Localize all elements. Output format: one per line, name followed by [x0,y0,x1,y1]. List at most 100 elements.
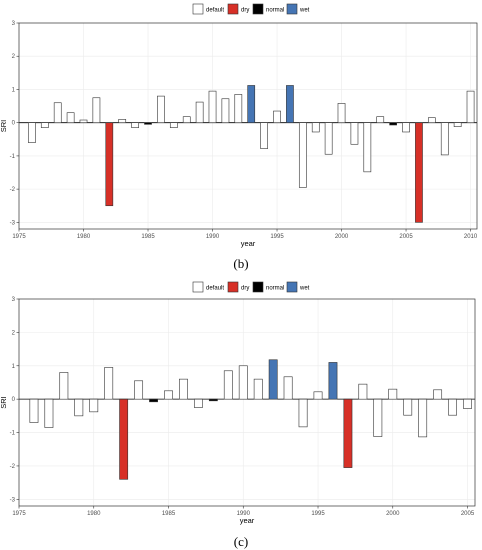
x-tick-label: 1995 [311,511,325,517]
bar-2002 [363,122,372,173]
bar-1995 [273,110,281,123]
bar-1999 [324,122,333,155]
bar-1986 [179,378,188,400]
bar-2001 [403,398,413,416]
bar-1976 [28,122,36,143]
y-tick-label: 0 [12,121,16,127]
bar-1987 [193,398,203,408]
panel-label-b: (b) [233,256,248,271]
bar-2006 [415,122,423,223]
legend-key-default [192,3,204,15]
bar-1990 [238,365,248,400]
legend: default dry normal wet [192,281,310,293]
y-tick-label: 0 [12,397,16,403]
x-tick-label: 1990 [237,511,251,517]
bar-1997 [343,398,353,468]
bar-1988 [182,116,191,123]
bar-1992 [268,359,278,400]
y-tick-label: -1 [10,431,16,437]
legend-key-normal [252,281,264,293]
legend-label-default: default [206,8,224,14]
bar-2002 [418,398,428,438]
y-tick-label: 3 [12,21,16,27]
x-tick-label: 1980 [87,511,101,517]
bar-1987 [169,122,178,128]
bar-1982 [119,398,129,480]
bar-1977 [40,122,49,128]
bar-1979 [74,398,84,417]
bar-1979 [66,112,75,123]
bar-1977 [44,398,54,428]
bar-2009 [453,122,462,127]
legend-label-wet: wet [299,286,310,292]
y-tick-label: -3 [10,497,16,503]
bar-1981 [104,367,114,400]
y-tick-label: -2 [10,464,16,470]
legend-key-dry [227,281,239,293]
bar-1995 [313,391,323,400]
bar-1998 [311,122,320,133]
legend-key-dry [227,3,239,15]
bar-2001 [350,122,359,145]
legend-label-normal: normal [266,286,284,292]
legend-key-wet [286,3,298,15]
x-tick-label: 2010 [464,234,478,240]
y-tick-label: 1 [12,364,16,370]
legend-key-normal [252,3,264,15]
chart-panel-c: 1975 1980 1985 1990 1995 2000 2005 -3 -2 -1 0 1 2 3 ye… [0,297,476,525]
y-tick-label: -1 [10,154,16,160]
x-tick-label: 1985 [162,511,176,517]
legend-key-default [192,281,204,293]
x-axis-label: year [240,516,255,525]
y-axis-label: SRI [0,396,8,409]
bar-2005 [402,122,410,133]
legend-label-normal: normal [266,8,284,14]
plot-border [18,298,476,507]
bar-1996 [286,85,294,123]
bar-2010 [466,90,475,123]
bar-1993 [283,376,293,400]
bar-1989 [195,101,204,123]
legend-label-wet: wet [299,8,310,14]
bar-1985 [144,122,152,125]
x-tick-label: 1995 [270,234,284,240]
x-tick-label: 1985 [141,234,155,240]
bar-1988 [208,398,218,402]
bar-1982 [105,122,114,207]
bar-2004 [448,398,457,416]
x-tick-label: 1990 [206,234,220,240]
bar-1990 [208,90,217,123]
plot-border [18,22,478,230]
x-axis-label: year [241,239,256,248]
bar-2005 [463,398,472,409]
legend-label-default: default [206,286,224,292]
bar-1994 [298,398,308,428]
bar-1983 [118,119,127,123]
bar-1996 [328,362,338,400]
bar-1983 [134,380,144,400]
y-tick-label: 2 [12,54,16,60]
x-tick-label: 2000 [386,511,400,517]
x-tick-label: 2005 [461,511,475,517]
bar-2008 [440,122,449,156]
bar-1991 [253,378,263,400]
bar-1998 [358,383,368,400]
bar-1978 [59,372,69,400]
y-tick-label: -2 [10,187,16,193]
x-tick-label: 1980 [77,234,91,240]
bar-1993 [247,85,256,123]
y-tick-label: 3 [12,297,16,303]
bar-1989 [223,370,233,400]
x-tick-label: 2000 [335,234,349,240]
legend: default dry normal wet [192,3,310,15]
legend-label-dry: dry [241,8,249,14]
bar-2000 [337,103,346,123]
legend-key-wet [286,281,298,293]
bar-2003 [376,116,385,123]
bar-1986 [157,95,165,123]
bar-1980 [89,398,99,413]
bar-2003 [433,389,443,400]
bar-2000 [388,388,398,400]
bar-1999 [373,398,383,437]
